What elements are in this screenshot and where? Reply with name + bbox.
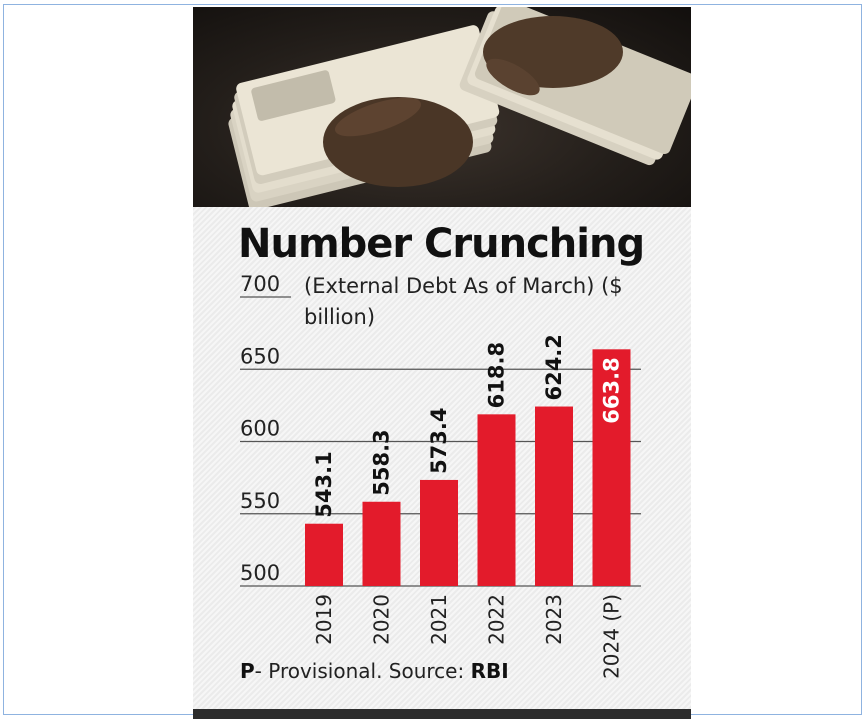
category-label: 2021: [427, 594, 451, 645]
value-label: 663.8: [600, 357, 624, 423]
footnote-source: RBI: [470, 659, 509, 683]
footnote-text: - Provisional. Source:: [254, 659, 471, 683]
bar: [592, 349, 631, 586]
value-label: 624.2: [542, 334, 566, 400]
bar: [420, 479, 458, 586]
category-label: 2020: [370, 594, 394, 645]
value-label: 573.4: [427, 407, 451, 473]
bar: [305, 523, 343, 586]
category-label: 2019: [312, 594, 336, 645]
category-label: 2023: [542, 594, 566, 645]
bar: [477, 414, 516, 586]
value-label: 618.8: [485, 342, 509, 408]
value-label: 543.1: [312, 451, 336, 517]
footnote-prefix: P: [240, 659, 255, 683]
money-photo: [193, 7, 691, 207]
category-label: 2024 (P): [600, 594, 624, 679]
bottom-strip: [193, 709, 691, 719]
footnote: P- Provisional. Source: RBI: [240, 659, 509, 683]
y-tick-label: 650: [240, 344, 280, 368]
category-label: 2022: [485, 594, 509, 645]
chart-title: Number Crunching: [238, 221, 645, 267]
chart-subtitle: (External Debt As of March) ($ billion): [304, 274, 623, 329]
infographic-card: Number Crunching (External Debt As of Ma…: [193, 7, 691, 719]
bar-chart: 500 550 600 650 700 543.1 2019 558.3 2020 573.4 20…: [240, 272, 641, 679]
value-label: 558.3: [370, 429, 394, 495]
bar: [535, 406, 573, 586]
y-tick-label: 500: [240, 561, 280, 585]
y-tick-label: 600: [240, 417, 280, 441]
y-tick-label: 550: [240, 489, 280, 513]
bar: [362, 501, 401, 586]
y-tick-label: 700: [240, 272, 280, 296]
